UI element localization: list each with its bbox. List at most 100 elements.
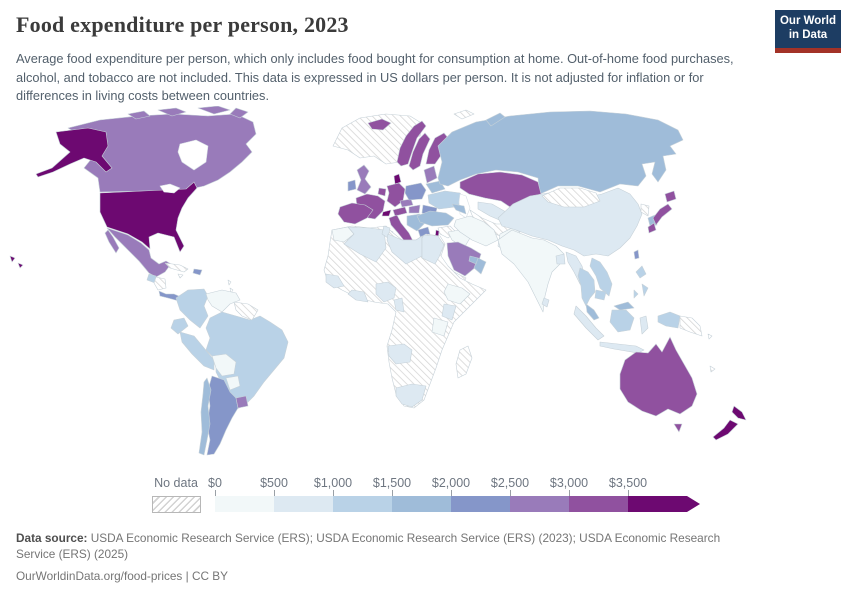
country-new-caledonia[interactable]: [709, 365, 716, 373]
country-svalbard[interactable]: [453, 109, 475, 120]
legend-bin-1[interactable]: [215, 496, 274, 512]
legend-no-data-swatch[interactable]: [152, 496, 201, 513]
country-ethiopia[interactable]: [443, 283, 471, 305]
country-bangladesh[interactable]: [555, 253, 566, 265]
country-japan-honshu[interactable]: [652, 203, 673, 226]
legend-tick-label-0: $0: [208, 476, 222, 490]
country-united-kingdom[interactable]: [356, 164, 372, 195]
country-canada[interactable]: [67, 113, 257, 193]
country-spain-portugal[interactable]: [337, 202, 374, 225]
country-iceland[interactable]: [367, 118, 392, 131]
country-madagascar[interactable]: [455, 345, 473, 379]
country-peru[interactable]: [179, 331, 215, 371]
country-taiwan[interactable]: [633, 249, 640, 260]
country-kenya[interactable]: [441, 303, 457, 321]
legend-bin-6[interactable]: [510, 496, 569, 512]
legend-tick: [628, 490, 629, 496]
country-sri-lanka[interactable]: [541, 297, 550, 308]
legend-bin-4[interactable]: [392, 496, 451, 512]
country-norway[interactable]: [396, 120, 427, 167]
country-lesser-antilles[interactable]: [227, 279, 234, 294]
country-indonesia-sulawesi[interactable]: [639, 315, 649, 335]
country-russia[interactable]: [437, 110, 684, 195]
country-ghana-ivory-coast[interactable]: [347, 289, 369, 303]
country-ecuador[interactable]: [170, 317, 189, 335]
country-egypt[interactable]: [421, 234, 445, 265]
country-papua-new-guinea[interactable]: [679, 315, 703, 337]
country-hawaii[interactable]: [9, 255, 24, 269]
country-cambodia[interactable]: [594, 289, 607, 301]
country-alaska[interactable]: [35, 127, 113, 178]
country-laos-vietnam[interactable]: [589, 257, 613, 297]
country-uae-qatar[interactable]: [468, 255, 479, 265]
country-paraguay[interactable]: [225, 375, 241, 391]
country-venezuela[interactable]: [205, 289, 241, 313]
license-link[interactable]: OurWorldinData.org/food-prices | CC BY: [16, 569, 228, 583]
country-algeria[interactable]: [343, 226, 387, 263]
owid-logo[interactable]: Our World in Data: [775, 10, 841, 53]
country-japan-kyushu[interactable]: [647, 222, 657, 234]
country-switzerland[interactable]: [381, 209, 392, 217]
country-morocco[interactable]: [331, 226, 355, 243]
country-guyanas[interactable]: [233, 301, 259, 321]
country-senegal-guinea[interactable]: [325, 273, 345, 289]
country-philippines-luzon[interactable]: [635, 265, 647, 279]
country-india[interactable]: [497, 229, 565, 313]
country-chile[interactable]: [198, 377, 212, 456]
country-sweden[interactable]: [408, 132, 431, 171]
country-hungary-slovakia[interactable]: [408, 204, 421, 214]
country-mexico-baja[interactable]: [104, 229, 120, 254]
country-jamaica[interactable]: [177, 273, 184, 279]
country-turkey[interactable]: [416, 210, 455, 227]
country-tanzania[interactable]: [431, 317, 449, 337]
country-malaysia[interactable]: [585, 303, 600, 321]
country-colombia[interactable]: [175, 288, 209, 329]
country-new-zealand-south[interactable]: [712, 419, 739, 441]
country-iran[interactable]: [453, 215, 499, 247]
legend-tick: [451, 490, 452, 496]
country-cuba[interactable]: [164, 262, 189, 273]
country-bolivia[interactable]: [211, 353, 237, 377]
country-denmark[interactable]: [393, 173, 402, 185]
country-indonesia-borneo[interactable]: [609, 309, 635, 333]
country-united-states[interactable]: [99, 181, 198, 253]
country-novaya-zemlya[interactable]: [485, 112, 506, 127]
country-nigeria[interactable]: [375, 281, 397, 303]
legend-bin-5[interactable]: [451, 496, 510, 512]
country-canada-arctic[interactable]: [127, 105, 249, 120]
legend-bin-7[interactable]: [569, 496, 628, 512]
country-austria[interactable]: [392, 206, 408, 217]
country-japan-hokkaido[interactable]: [664, 190, 677, 203]
country-argentina[interactable]: [206, 375, 239, 456]
country-baltics[interactable]: [423, 165, 438, 184]
country-philippines-mindanao[interactable]: [641, 283, 649, 297]
country-czechia[interactable]: [399, 198, 414, 208]
country-honduras-nicaragua[interactable]: [153, 276, 167, 291]
country-thailand[interactable]: [577, 267, 596, 307]
country-mongolia[interactable]: [541, 187, 601, 208]
country-australia[interactable]: [619, 336, 698, 417]
country-poland[interactable]: [404, 182, 427, 201]
country-north-korea[interactable]: [640, 203, 650, 217]
legend-tick: [510, 490, 511, 496]
country-cameroon[interactable]: [393, 297, 405, 313]
country-angola[interactable]: [387, 343, 413, 365]
country-caucasus[interactable]: [451, 203, 467, 215]
country-indonesia-sumatra[interactable]: [573, 305, 605, 341]
country-ireland[interactable]: [347, 179, 357, 192]
legend-bin-2[interactable]: [274, 496, 333, 512]
country-new-zealand-north[interactable]: [731, 405, 747, 421]
country-uruguay[interactable]: [235, 395, 249, 409]
legend-bin-3[interactable]: [333, 496, 392, 512]
country-benelux[interactable]: [377, 187, 387, 197]
country-tasmania[interactable]: [673, 423, 683, 433]
country-indonesia-papua[interactable]: [657, 311, 681, 329]
country-south-africa[interactable]: [395, 383, 427, 408]
legend-bin-8[interactable]: [628, 496, 687, 512]
country-hispaniola[interactable]: [192, 268, 203, 276]
country-indonesia-java[interactable]: [599, 341, 645, 354]
country-malaysia-borneo[interactable]: [613, 301, 635, 311]
country-philippines-visayas[interactable]: [633, 289, 639, 299]
country-oman[interactable]: [473, 257, 487, 275]
country-solomon-islands[interactable]: [707, 333, 713, 340]
